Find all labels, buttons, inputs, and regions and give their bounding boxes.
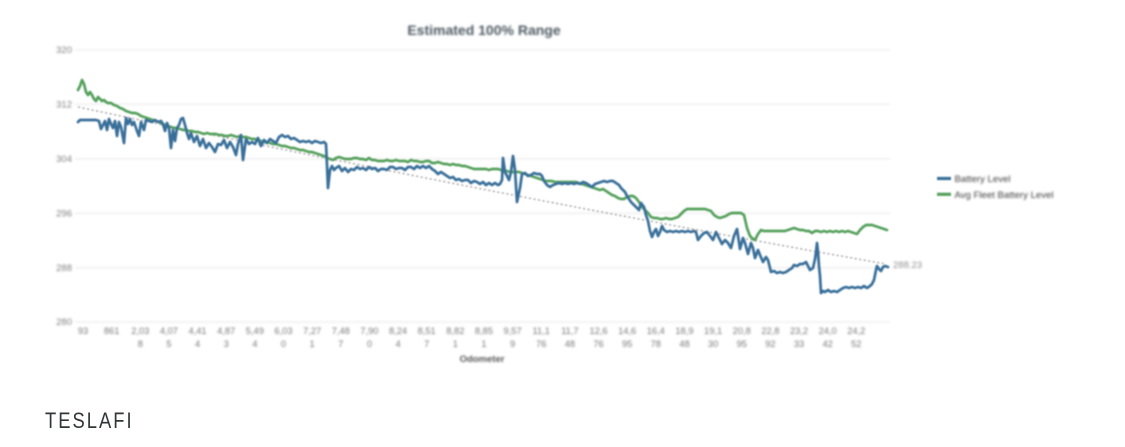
svg-text:320: 320 — [56, 45, 72, 56]
svg-text:30: 30 — [708, 339, 718, 349]
svg-text:33: 33 — [794, 339, 804, 349]
svg-text:92: 92 — [765, 339, 775, 349]
svg-text:3: 3 — [224, 339, 229, 349]
svg-text:7: 7 — [424, 339, 429, 349]
svg-text:Estimated 100% Range: Estimated 100% Range — [407, 22, 560, 38]
svg-text:42: 42 — [822, 339, 832, 349]
svg-text:7,48: 7,48 — [332, 326, 350, 336]
svg-text:280: 280 — [56, 317, 72, 328]
svg-text:4,07: 4,07 — [160, 326, 178, 336]
svg-text:8,82: 8,82 — [446, 326, 464, 336]
svg-text:288: 288 — [56, 263, 72, 274]
svg-text:4: 4 — [395, 339, 400, 349]
svg-text:4,87: 4,87 — [217, 326, 235, 336]
svg-text:48: 48 — [679, 339, 689, 349]
svg-text:18,9: 18,9 — [675, 326, 693, 336]
svg-text:95: 95 — [622, 339, 632, 349]
svg-text:0: 0 — [281, 339, 286, 349]
svg-text:16,4: 16,4 — [647, 326, 665, 336]
svg-text:7: 7 — [338, 339, 343, 349]
svg-text:8,85: 8,85 — [475, 326, 493, 336]
svg-text:Odometer: Odometer — [460, 354, 505, 365]
svg-text:1: 1 — [310, 339, 315, 349]
svg-text:9,57: 9,57 — [504, 326, 522, 336]
svg-text:76: 76 — [593, 339, 603, 349]
svg-text:2,03: 2,03 — [131, 326, 149, 336]
svg-text:4: 4 — [252, 339, 257, 349]
svg-text:48: 48 — [565, 339, 575, 349]
svg-text:861: 861 — [104, 326, 120, 336]
svg-text:5: 5 — [166, 339, 171, 349]
svg-text:8,51: 8,51 — [418, 326, 436, 336]
svg-text:312: 312 — [56, 100, 72, 111]
svg-text:24,2: 24,2 — [847, 326, 865, 336]
svg-text:14,6: 14,6 — [618, 326, 636, 336]
svg-text:8: 8 — [138, 339, 143, 349]
svg-text:4,41: 4,41 — [189, 326, 207, 336]
svg-text:1: 1 — [453, 339, 458, 349]
svg-text:95: 95 — [737, 339, 747, 349]
svg-text:7,27: 7,27 — [303, 326, 321, 336]
svg-text:12,6: 12,6 — [589, 326, 607, 336]
svg-text:11,1: 11,1 — [533, 326, 550, 336]
svg-text:76: 76 — [536, 339, 546, 349]
svg-text:1: 1 — [481, 339, 486, 349]
svg-text:24,0: 24,0 — [819, 326, 837, 336]
svg-text:288.23: 288.23 — [893, 260, 922, 271]
svg-text:11,7: 11,7 — [561, 326, 578, 336]
svg-text:52: 52 — [851, 339, 861, 349]
svg-text:20,8: 20,8 — [733, 326, 751, 336]
svg-text:7,90: 7,90 — [360, 326, 378, 336]
svg-text:78: 78 — [651, 339, 661, 349]
svg-text:23,2: 23,2 — [790, 326, 808, 336]
svg-text:5,49: 5,49 — [246, 326, 264, 336]
svg-text:296: 296 — [56, 208, 72, 219]
svg-text:6,03: 6,03 — [274, 326, 292, 336]
svg-text:9: 9 — [510, 339, 515, 349]
svg-text:304: 304 — [56, 154, 72, 165]
svg-text:Battery Level: Battery Level — [955, 174, 1011, 185]
svg-text:22,8: 22,8 — [761, 326, 779, 336]
svg-text:Avg Fleet Battery Level: Avg Fleet Battery Level — [955, 190, 1054, 201]
svg-text:93: 93 — [78, 326, 88, 336]
svg-text:0: 0 — [367, 339, 372, 349]
svg-text:8,24: 8,24 — [389, 326, 407, 336]
svg-text:19,1: 19,1 — [704, 326, 722, 336]
svg-text:4: 4 — [195, 339, 200, 349]
